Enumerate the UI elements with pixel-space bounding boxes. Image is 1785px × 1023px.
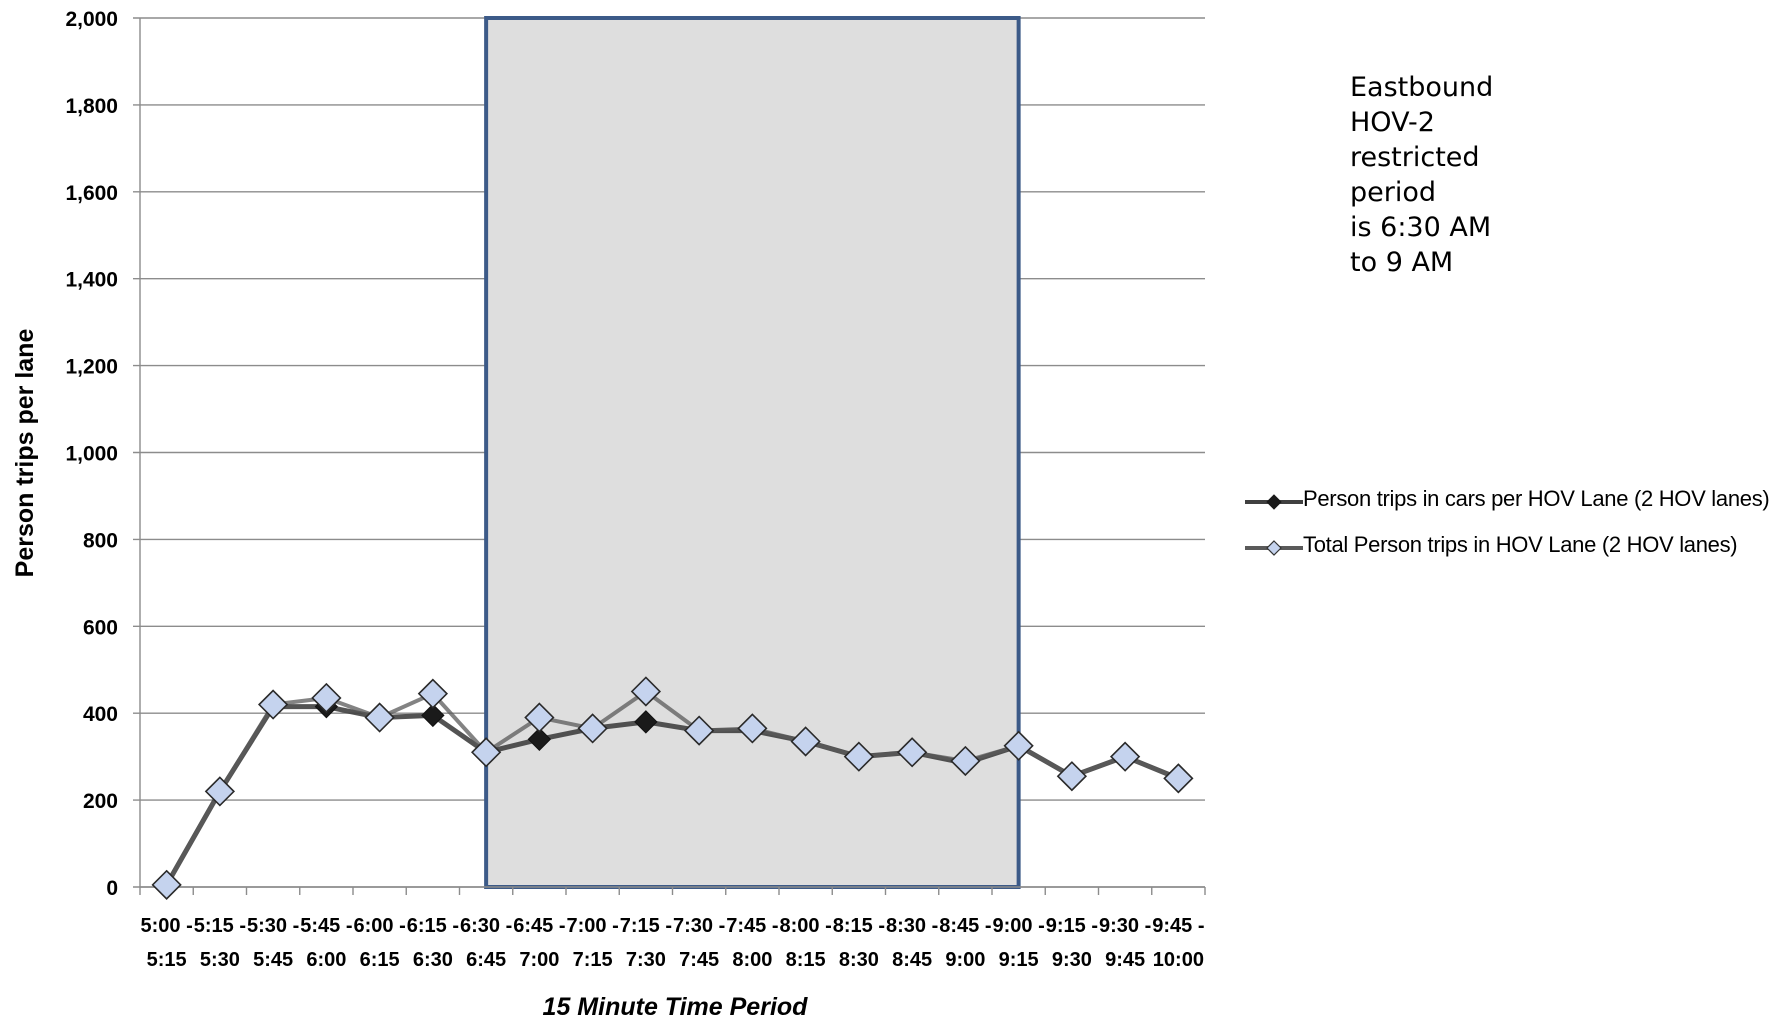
note-line: to 9 AM [1350, 247, 1454, 278]
data-point-total [1109, 741, 1141, 772]
data-point-cars [421, 703, 445, 728]
data-point-total [630, 676, 662, 707]
legend: Person trips in cars per HOV Lane (2 HOV… [1245, 486, 1785, 578]
y-tick-label: 1,000 [65, 443, 118, 466]
data-point-total [896, 737, 928, 768]
x-tick-label: 9:15 -9:30 [1046, 915, 1098, 971]
x-tick-label: 8:00 -8:15 [780, 915, 832, 971]
x-tick-label: 9:30 -9:45 [1099, 915, 1151, 971]
y-tick-label: 1,200 [65, 356, 118, 379]
y-tick-label: 600 [83, 616, 118, 639]
y-tick-label: 2,000 [65, 8, 118, 31]
x-tick-label: 6:00 -6:15 [354, 915, 406, 971]
x-tick-label: 5:00 -5:15 [141, 915, 193, 971]
x-tick-label: 5:30 -5:45 [247, 915, 299, 971]
y-tick-label: 800 [83, 529, 118, 552]
data-point-total [843, 741, 875, 772]
data-point-total [1056, 761, 1088, 792]
legend-swatch-total [1245, 540, 1303, 556]
data-point-total [364, 702, 395, 733]
x-tick-label: 9:45 -10:00 [1152, 915, 1204, 971]
x-tick-label: 6:30 -6:45 [460, 915, 512, 971]
x-tick-label: 6:45 -7:00 [513, 915, 565, 971]
legend-item-cars: Person trips in cars per HOV Lane (2 HOV… [1245, 486, 1785, 532]
data-point-cars [634, 710, 658, 734]
data-point-total [790, 726, 821, 757]
legend-label-total: Total Person trips in HOV Lane (2 HOV la… [1303, 532, 1738, 557]
data-point-total [737, 713, 768, 744]
data-point-cars [527, 727, 552, 751]
x-tick-label: 9:00 -9:15 [993, 915, 1045, 971]
y-tick-label: 1,800 [65, 95, 118, 118]
note-line: period [1350, 177, 1437, 208]
axes [139, 18, 1206, 895]
data-point-total [470, 737, 502, 768]
restricted-period-note: Eastbound HOV-2 restricted period is 6:3… [1350, 70, 1600, 280]
x-tick-label: 7:15 -7:30 [620, 915, 672, 971]
data-point-total [417, 678, 449, 709]
data-point-total [204, 776, 236, 807]
data-point-total [577, 713, 608, 744]
note-line: HOV-2 [1350, 107, 1435, 138]
x-tick-label: 8:45 -9:00 [939, 915, 991, 971]
x-tick-label: 7:45 -8:00 [726, 915, 778, 971]
data-point-total [1003, 730, 1034, 761]
y-tick-label: 1,400 [65, 269, 118, 292]
x-tick-label: 8:15 -8:30 [833, 915, 885, 971]
data-point-total [257, 689, 289, 720]
x-tick-label: 5:45 -6:00 [300, 915, 352, 971]
tick-labels: 0 200 400 600 800 1,000 1,200 1,400 1,600 1,800 2,… [65, 8, 1204, 971]
x-tick-label: 7:00 -7:15 [567, 915, 619, 971]
data-point-total [683, 715, 715, 746]
x-tick-label: 6:15 -6:30 [407, 915, 459, 971]
x-tick-label: 5:15 -5:30 [194, 915, 246, 971]
y-tick-label: 400 [83, 703, 118, 726]
note-line: is 6:30 AM [1350, 212, 1492, 243]
y-tick-label: 200 [83, 790, 118, 813]
x-axis-title: 15 Minute Time Period [543, 993, 809, 1021]
series-layer [151, 676, 1194, 900]
note-line: Eastbound [1350, 72, 1494, 103]
legend-label-cars: Person trips in cars per HOV Lane (2 HOV… [1303, 486, 1770, 511]
legend-item-total: Total Person trips in HOV Lane (2 HOV la… [1245, 532, 1785, 578]
y-tick-label: 0 [106, 877, 118, 900]
data-point-total [524, 702, 555, 733]
x-tick-label: 7:30 -7:45 [673, 915, 725, 971]
data-point-total [1163, 763, 1194, 794]
data-point-total [950, 745, 981, 777]
legend-swatch-cars [1245, 494, 1303, 510]
data-point-total [151, 869, 182, 900]
note-line: restricted [1350, 142, 1480, 173]
data-point-total [311, 682, 342, 714]
x-tick-label: 8:30 -8:45 [886, 915, 938, 971]
y-tick-label: 1,600 [65, 182, 118, 205]
y-axis-title: Person trips per lane [11, 329, 39, 578]
